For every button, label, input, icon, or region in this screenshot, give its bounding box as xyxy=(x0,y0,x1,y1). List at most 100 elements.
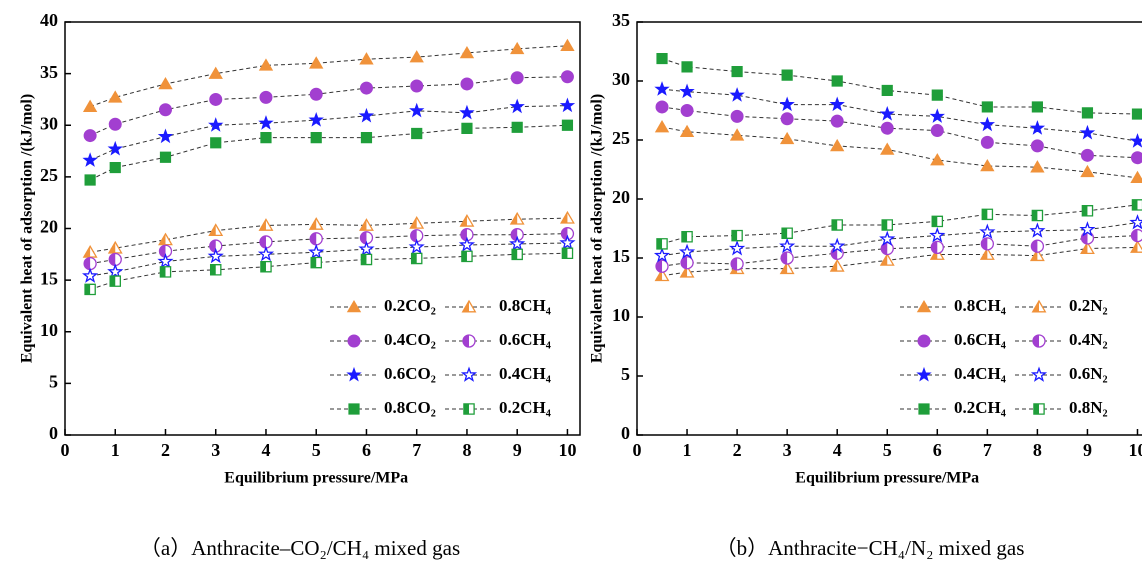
marker xyxy=(918,403,930,415)
legend-label: 0.2CH₄ xyxy=(499,398,551,417)
marker xyxy=(1080,148,1094,162)
marker xyxy=(159,151,172,163)
marker-half xyxy=(1031,240,1038,253)
series-line xyxy=(89,45,568,108)
marker xyxy=(654,81,670,96)
marker-body xyxy=(655,100,669,114)
marker-half xyxy=(681,231,688,242)
legend-label: 0.8CH₄ xyxy=(954,296,1006,315)
marker-body xyxy=(107,263,124,279)
y-tick-label: 0 xyxy=(49,423,58,443)
marker xyxy=(779,96,795,112)
marker-body xyxy=(157,253,174,269)
marker xyxy=(411,127,423,140)
marker-half xyxy=(85,284,91,295)
marker-body xyxy=(1029,222,1046,238)
marker xyxy=(560,38,575,52)
marker xyxy=(207,247,224,264)
marker-body xyxy=(510,71,524,85)
marker xyxy=(931,215,944,228)
marker xyxy=(830,114,844,128)
marker xyxy=(879,230,896,247)
marker xyxy=(1029,222,1046,238)
marker xyxy=(930,124,944,138)
marker-body xyxy=(729,87,745,102)
marker-half xyxy=(1032,210,1038,221)
legend-entry: 0.6CH₄ xyxy=(900,330,1006,349)
marker-half xyxy=(311,257,317,268)
plot-frame xyxy=(636,21,1142,436)
marker-body xyxy=(510,41,525,55)
marker-half xyxy=(1081,242,1088,254)
marker xyxy=(158,76,173,90)
marker xyxy=(208,223,224,237)
marker xyxy=(1030,160,1045,173)
marker-half xyxy=(780,262,788,274)
marker xyxy=(881,84,893,97)
marker xyxy=(109,275,121,287)
marker xyxy=(259,235,273,249)
marker-half xyxy=(782,228,788,239)
x-tick-label: 6 xyxy=(362,440,371,460)
marker xyxy=(916,366,932,382)
legend-label: 0.4CH₄ xyxy=(499,364,551,383)
marker xyxy=(108,252,122,267)
y-tick-label: 25 xyxy=(40,165,58,185)
panel: 0 1 2 3 4 5 6 7 8 9 10 0 5 10 15 20 25 30 35 40 Equilibrium … xyxy=(19,10,581,560)
marker-body xyxy=(653,247,671,263)
y-tick-label: 10 xyxy=(40,320,58,340)
marker-half xyxy=(83,246,91,258)
marker xyxy=(980,135,994,149)
marker xyxy=(917,334,931,348)
marker xyxy=(360,253,373,266)
marker xyxy=(159,266,172,278)
marker xyxy=(781,227,793,239)
marker xyxy=(560,70,574,84)
marker-body xyxy=(159,151,172,163)
marker xyxy=(308,243,325,260)
marker-body xyxy=(108,90,123,103)
marker-body xyxy=(980,135,994,149)
marker xyxy=(309,87,323,101)
marker-body xyxy=(779,96,795,112)
marker-half xyxy=(731,230,738,241)
marker xyxy=(880,142,895,155)
marker xyxy=(561,247,574,260)
x-tick-label: 5 xyxy=(312,440,321,460)
marker xyxy=(930,240,944,255)
marker-body xyxy=(779,131,795,145)
marker-body xyxy=(981,101,993,113)
y-tick-label: 10 xyxy=(612,305,630,325)
marker xyxy=(655,100,669,114)
marker-body xyxy=(1079,221,1096,237)
marker-body xyxy=(680,104,694,117)
marker xyxy=(1031,101,1043,113)
marker xyxy=(880,121,894,135)
marker xyxy=(1130,170,1142,184)
marker xyxy=(1029,120,1046,135)
marker-body xyxy=(460,77,474,91)
marker-body xyxy=(310,132,322,144)
marker-body xyxy=(208,117,224,132)
marker-body xyxy=(1030,139,1044,153)
y-tick-label: 35 xyxy=(40,62,58,82)
marker xyxy=(829,237,846,254)
legend-label: 0.8CO₂ xyxy=(384,398,436,417)
marker-half xyxy=(931,241,938,254)
legend-entry: 0.8CH₄ xyxy=(900,296,1006,315)
marker xyxy=(731,229,743,242)
marker-body xyxy=(830,114,844,128)
marker xyxy=(1030,139,1044,153)
marker-half xyxy=(260,261,266,272)
marker-body xyxy=(209,92,223,106)
marker xyxy=(1032,334,1046,348)
marker-half xyxy=(510,213,518,225)
marker-body xyxy=(979,223,996,239)
x-tick-label: 5 xyxy=(883,440,892,460)
marker xyxy=(82,267,99,283)
marker xyxy=(655,259,669,273)
marker-half xyxy=(1131,229,1138,242)
marker xyxy=(358,240,375,257)
x-tick-label: 10 xyxy=(1128,440,1142,460)
marker-body xyxy=(729,128,745,141)
